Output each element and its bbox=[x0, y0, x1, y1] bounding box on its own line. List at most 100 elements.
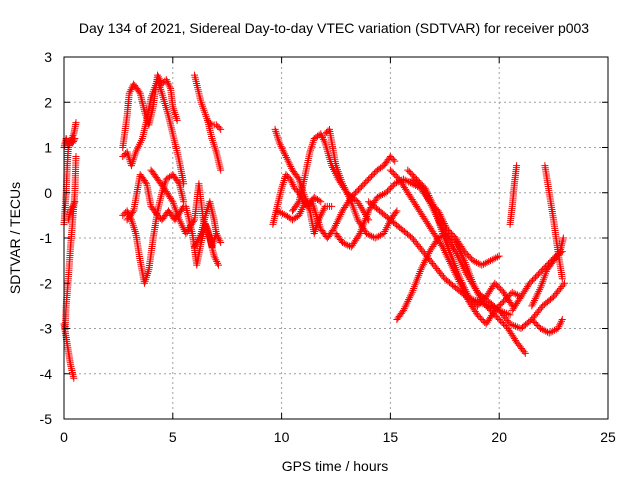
data-marker bbox=[475, 300, 483, 308]
data-marker bbox=[349, 192, 357, 200]
data-point bbox=[528, 302, 536, 310]
data-marker bbox=[529, 300, 537, 308]
data-marker bbox=[337, 210, 345, 218]
chart-title: Day 134 of 2021, Sidereal Day-to-day VTE… bbox=[79, 20, 589, 36]
data-point bbox=[545, 329, 553, 337]
data-marker bbox=[283, 155, 291, 163]
data-marker bbox=[450, 244, 458, 252]
data-point bbox=[70, 374, 78, 382]
data-point bbox=[69, 139, 77, 147]
data-marker bbox=[283, 172, 291, 180]
series-arc-19 bbox=[321, 125, 401, 242]
data-marker bbox=[366, 174, 374, 182]
data-marker bbox=[536, 286, 544, 294]
data-marker bbox=[529, 317, 537, 325]
data-marker bbox=[379, 191, 387, 199]
series-arc-09 bbox=[123, 171, 188, 224]
x-axis-label: GPS time / hours bbox=[282, 458, 389, 474]
data-marker bbox=[422, 255, 430, 263]
data-marker bbox=[342, 187, 350, 195]
data-point bbox=[339, 239, 347, 247]
data-point bbox=[373, 193, 381, 201]
data-marker bbox=[215, 124, 223, 132]
data-marker bbox=[69, 201, 77, 209]
data-point bbox=[534, 270, 542, 278]
series-arc-14 bbox=[191, 71, 225, 133]
data-marker bbox=[510, 289, 518, 297]
data-point bbox=[212, 229, 220, 237]
data-marker bbox=[294, 174, 302, 182]
data-marker bbox=[539, 266, 547, 274]
data-marker bbox=[364, 230, 372, 238]
data-point bbox=[558, 275, 566, 283]
data-marker bbox=[332, 220, 340, 228]
data-marker bbox=[213, 258, 221, 266]
data-marker bbox=[497, 317, 505, 325]
data-marker bbox=[471, 258, 479, 266]
data-marker bbox=[478, 315, 486, 323]
data-marker bbox=[423, 253, 431, 261]
data-point bbox=[386, 166, 394, 174]
data-marker bbox=[388, 183, 396, 191]
data-point bbox=[119, 153, 127, 161]
data-marker bbox=[368, 232, 376, 240]
series-arc-12 bbox=[184, 180, 225, 251]
data-marker bbox=[340, 183, 348, 191]
data-point bbox=[362, 229, 370, 237]
data-point bbox=[125, 89, 133, 97]
data-marker bbox=[484, 303, 492, 311]
data-point bbox=[434, 234, 442, 242]
data-marker bbox=[404, 297, 412, 305]
data-marker bbox=[405, 296, 413, 304]
data-marker bbox=[212, 256, 220, 264]
series-arc-02 bbox=[60, 134, 79, 151]
data-marker bbox=[407, 233, 415, 241]
data-point bbox=[469, 257, 477, 265]
data-marker bbox=[323, 128, 331, 136]
data-marker bbox=[392, 208, 400, 216]
data-point bbox=[347, 193, 355, 201]
data-marker bbox=[360, 180, 368, 188]
data-marker bbox=[215, 235, 223, 243]
data-marker bbox=[489, 309, 497, 317]
data-marker bbox=[288, 179, 296, 187]
data-marker bbox=[497, 300, 505, 308]
data-point bbox=[365, 175, 373, 183]
data-marker bbox=[214, 259, 222, 267]
data-marker bbox=[120, 151, 128, 159]
data-marker bbox=[548, 294, 556, 302]
data-point bbox=[500, 297, 508, 305]
data-point bbox=[456, 275, 464, 283]
data-marker bbox=[439, 273, 447, 281]
series-arc-17 bbox=[271, 125, 336, 237]
data-marker bbox=[355, 200, 363, 208]
data-point bbox=[371, 234, 379, 242]
data-point bbox=[212, 121, 220, 129]
data-marker bbox=[480, 260, 488, 268]
x-tick-label: 20 bbox=[491, 429, 507, 445]
data-marker bbox=[373, 233, 381, 241]
data-marker bbox=[466, 294, 474, 302]
data-marker bbox=[386, 184, 394, 192]
y-axis-label: SDTVAR / TECUs bbox=[7, 182, 23, 294]
data-marker bbox=[451, 246, 459, 254]
data-marker bbox=[535, 287, 543, 295]
data-point bbox=[486, 257, 494, 265]
x-tick-labels: 0 5 10 15 20 25 bbox=[60, 429, 616, 445]
data-marker bbox=[294, 199, 302, 207]
data-marker bbox=[550, 326, 558, 334]
data-marker bbox=[520, 348, 528, 356]
data-marker bbox=[466, 276, 474, 284]
data-marker bbox=[183, 228, 191, 236]
data-marker bbox=[120, 210, 128, 218]
data-marker bbox=[375, 192, 383, 200]
data-marker bbox=[340, 239, 348, 247]
data-marker bbox=[385, 186, 393, 194]
data-marker bbox=[127, 86, 135, 94]
series-arc-27 bbox=[506, 162, 521, 228]
data-marker bbox=[352, 189, 360, 197]
data-point bbox=[554, 325, 562, 332]
data-marker bbox=[166, 83, 174, 91]
